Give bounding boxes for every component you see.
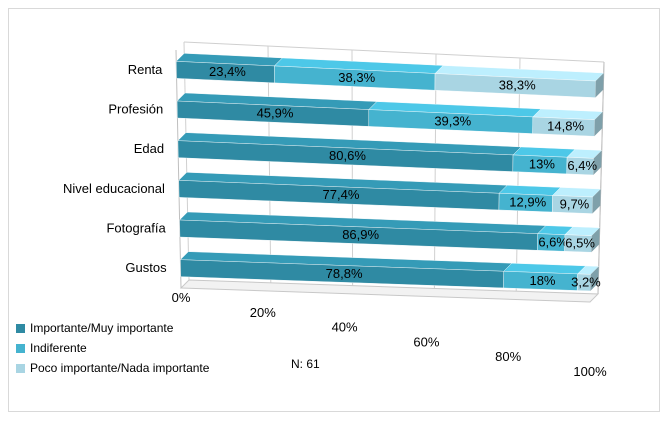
bar-end-2 (593, 150, 602, 175)
gridline-3 (433, 53, 437, 289)
data-label-1-0: 45,9% (257, 106, 294, 121)
category-label-4: Fotografía (106, 221, 166, 236)
legend-swatch-importante (16, 323, 25, 333)
x-tick-label-5: 100% (573, 364, 607, 379)
data-label-4-0: 86,9% (342, 227, 379, 242)
x-tick-label-0: 0% (172, 290, 191, 305)
legend-item-importante: Importante/Muy importante (16, 318, 209, 338)
legend-label-importante: Importante/Muy importante (30, 321, 174, 335)
data-label-1-2: 14,8% (547, 119, 584, 134)
data-label-5-0: 78,8% (326, 266, 363, 281)
legend-item-poco-importante: Poco importante/Nada importante (16, 358, 209, 378)
sample-size-note: N: 61 (291, 357, 320, 371)
data-label-0-2: 38,3% (499, 78, 536, 93)
data-label-3-0: 77,4% (323, 187, 360, 202)
category-axis-line (175, 49, 182, 289)
data-label-3-1: 12,9% (509, 195, 546, 210)
bar-end-4 (591, 227, 600, 253)
gridline-2 (351, 49, 354, 286)
category-label-1: Profesión (108, 102, 163, 117)
x-tick-label-4: 80% (495, 349, 521, 364)
data-label-0-0: 23,4% (209, 64, 246, 79)
x-tick-label-2: 40% (332, 320, 358, 335)
data-label-2-2: 6,4% (567, 158, 597, 173)
chart-floor (179, 279, 600, 303)
gridline-4 (515, 57, 521, 292)
bar-end-5 (590, 266, 599, 291)
bar-end-3 (592, 189, 601, 214)
data-label-3-2: 9,7% (560, 197, 590, 212)
bar-end-1 (594, 111, 603, 137)
category-label-5: Gustos (125, 260, 167, 275)
x-tick-label-1: 20% (250, 305, 276, 320)
legend-item-indiferente: Indiferente (16, 338, 209, 358)
back-wall-right (597, 61, 605, 295)
data-label-1-1: 39,3% (434, 114, 471, 129)
legend-swatch-indiferente (16, 343, 25, 353)
data-label-0-1: 38,3% (338, 70, 375, 85)
legend-swatch-poco-importante (16, 363, 25, 373)
data-label-5-1: 18% (529, 273, 555, 288)
category-label-3: Nivel educacional (63, 181, 165, 196)
back-wall-top (183, 41, 605, 63)
data-label-4-1: 6,6% (538, 234, 568, 249)
legend-label-indiferente: Indiferente (30, 341, 87, 355)
legend-label-poco-importante: Poco importante/Nada importante (30, 361, 210, 375)
legend: Importante/Muy importante Indiferente Po… (16, 318, 209, 378)
data-label-2-0: 80,6% (329, 148, 366, 163)
data-label-5-2: 3,2% (571, 274, 601, 289)
gridline-0 (183, 41, 190, 281)
data-label-2-1: 13% (529, 156, 555, 171)
x-tick-label-3: 60% (413, 334, 439, 349)
category-label-0: Renta (128, 62, 163, 77)
data-label-4-2: 6,5% (565, 235, 595, 250)
gridline-1 (267, 45, 272, 283)
category-label-2: Edad (134, 141, 164, 156)
bar-end-0 (595, 73, 604, 98)
